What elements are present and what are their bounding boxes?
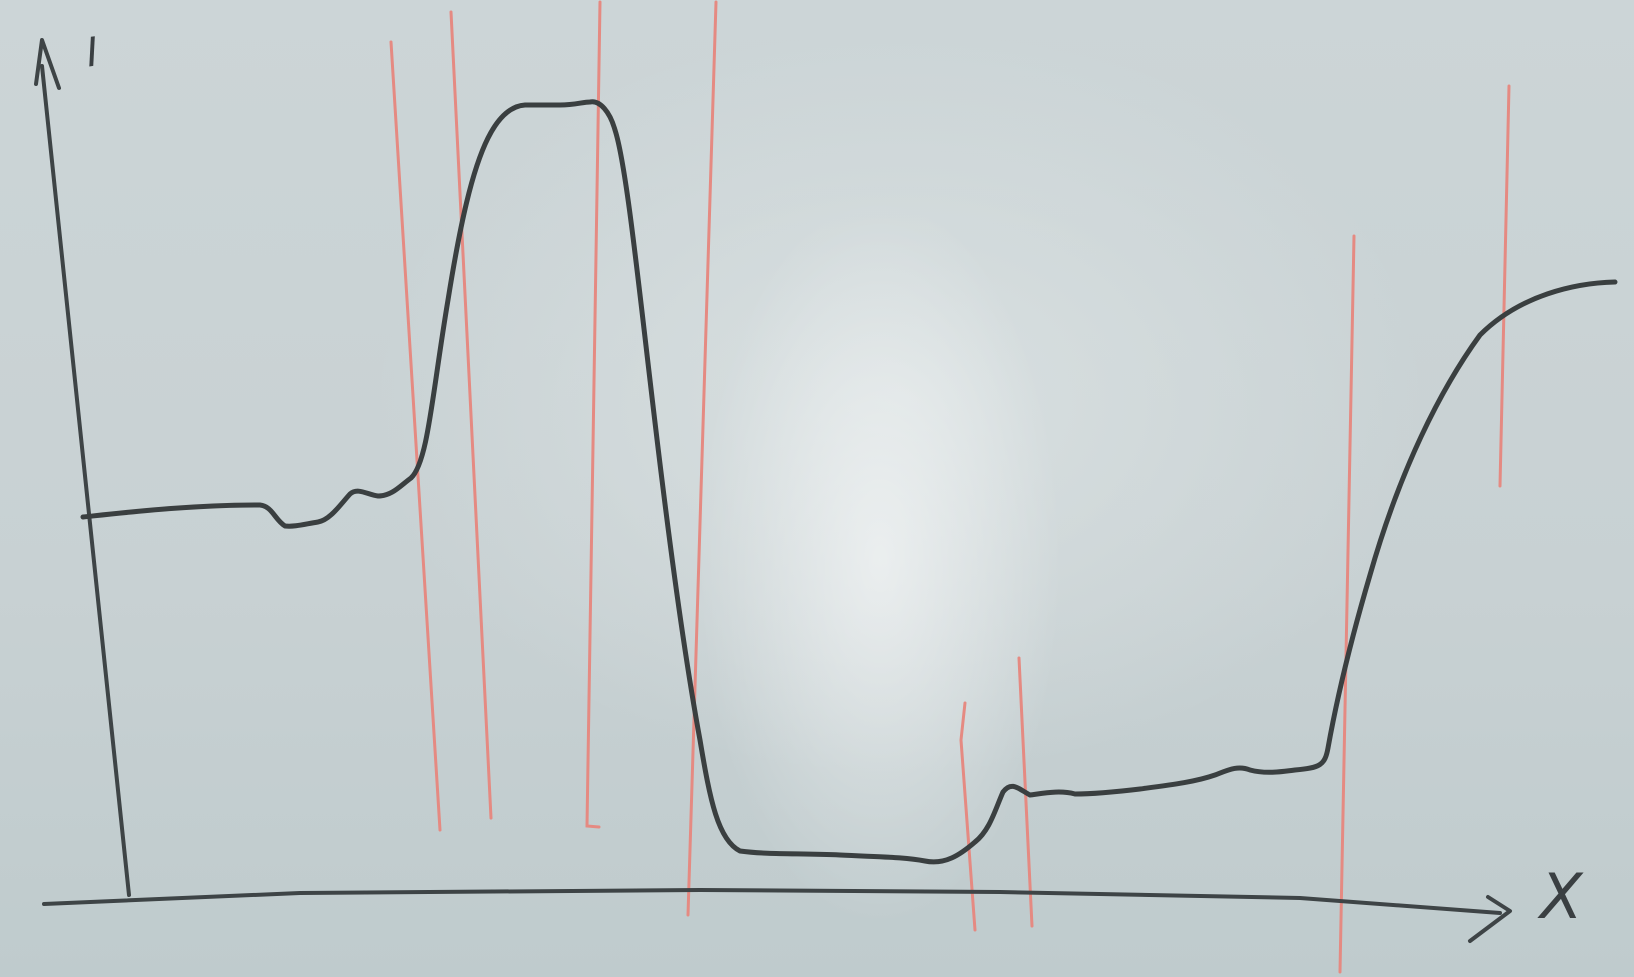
y-axis-arrowhead bbox=[34, 38, 61, 90]
y-axis-label: I bbox=[83, 29, 101, 76]
red-marker-line bbox=[389, 40, 442, 832]
red-marker-line bbox=[686, 0, 718, 917]
y-axis bbox=[40, 64, 131, 897]
x-axis-label: X bbox=[1537, 860, 1584, 933]
red-marker-lines bbox=[389, 0, 1511, 974]
axes bbox=[34, 38, 1512, 943]
red-marker-line bbox=[449, 10, 493, 820]
red-marker-line bbox=[1338, 234, 1356, 974]
x-axis-arrowhead bbox=[1468, 895, 1512, 943]
x-axis bbox=[42, 888, 1502, 915]
red-marker-line bbox=[959, 701, 977, 932]
red-marker-line bbox=[1498, 84, 1511, 488]
intensity-curve bbox=[80, 99, 1618, 865]
red-marker-line bbox=[585, 0, 602, 829]
